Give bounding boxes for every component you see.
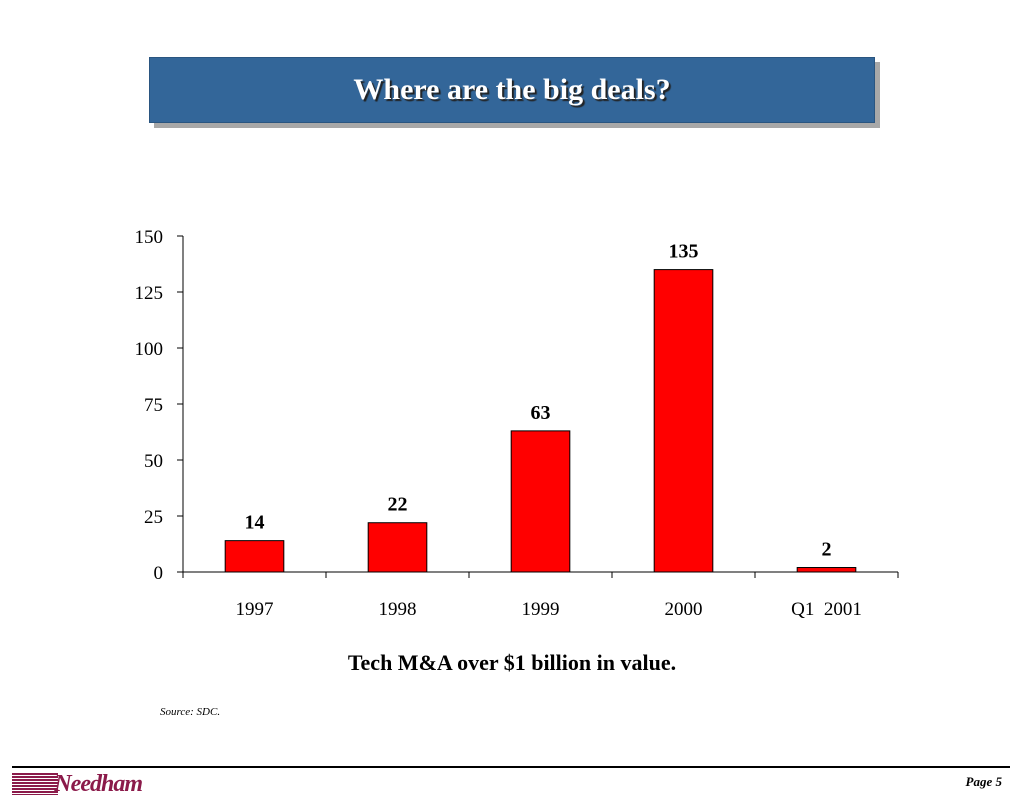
bar-value-label: 63 [531, 402, 551, 424]
y-tick-label: 100 [135, 339, 164, 360]
bar-value-label: 135 [669, 241, 699, 263]
x-category-label: 1998 [379, 599, 417, 620]
title-banner: Where are the big deals? [149, 57, 875, 123]
page-number: Page 5 [965, 774, 1002, 789]
bar [653, 269, 714, 573]
x-category-label: Q1 2001 [791, 599, 862, 620]
y-tick-label: 25 [144, 507, 163, 528]
x-category-label: 2000 [665, 599, 703, 620]
footer-divider [12, 766, 1010, 768]
logo-text: Needham [54, 770, 143, 797]
bar [224, 540, 285, 573]
bar-value-label: 2 [822, 539, 832, 561]
x-category-label: 1997 [236, 599, 274, 620]
bar-value-label: 22 [388, 494, 408, 516]
bar [367, 522, 428, 573]
chart-caption: Tech M&A over $1 billion in value. [347, 650, 677, 675]
bar [510, 430, 571, 573]
bar [796, 567, 857, 573]
y-tick-label: 50 [144, 451, 163, 472]
y-tick-label: 0 [154, 563, 164, 584]
bar-value-label: 14 [245, 512, 265, 534]
y-tick-label: 150 [135, 227, 164, 248]
needham-logo: Needham [12, 770, 143, 797]
logo-stripes-icon [12, 773, 59, 795]
bar-chart: 0 25 50 75 100 125 150 14 1997 22 1998 63 1999 135 200… [135, 227, 899, 620]
y-tick-label: 75 [144, 395, 163, 416]
source-note: Source: SDC. [160, 706, 221, 718]
y-tick-label: 125 [135, 283, 164, 304]
x-category-label: 1999 [522, 599, 560, 620]
slide-title: Where are the big deals? [353, 73, 671, 106]
